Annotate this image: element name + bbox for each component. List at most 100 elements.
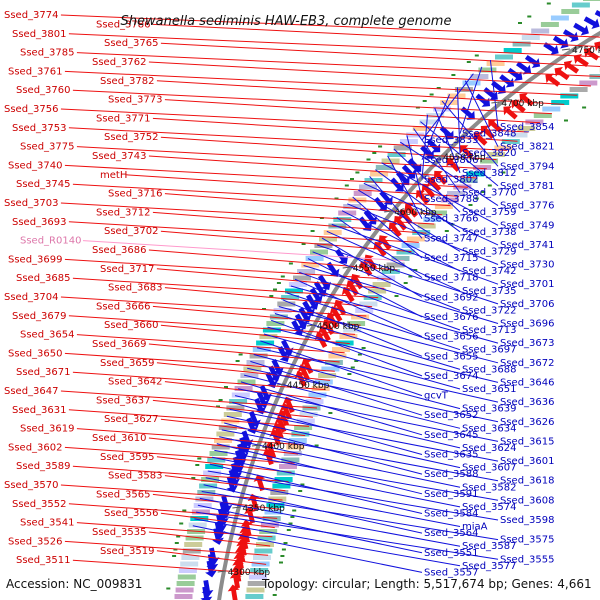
cog-block-outer: [347, 321, 366, 326]
leader-line: [64, 164, 469, 188]
reverse-gene-arrow: [291, 320, 304, 336]
gene-label: Ssed_3584: [424, 509, 479, 520]
gene-label: Ssed_3552: [12, 499, 67, 510]
cog-block-outer: [368, 288, 387, 294]
cog-block-inner: [240, 373, 259, 378]
reverse-gene-arrow: [516, 61, 532, 75]
leader-line: [76, 428, 302, 446]
leader-line: [406, 135, 423, 200]
cog-block-inner: [191, 509, 210, 515]
reverse-gene-arrow: [298, 307, 312, 323]
cog-block-inner: [269, 314, 288, 320]
gc-tick-inner: [273, 288, 277, 291]
gene-label: Ssed_3660: [104, 320, 159, 331]
label-layer: Ssed_3774 Ssed_3786 Ssed_3801 Ssed_3765 Ssed…: [4, 10, 555, 578]
gene-label: Ssed_3729: [462, 246, 517, 257]
cog-block-outer: [551, 100, 570, 105]
gene-label: Ssed_3685: [16, 273, 71, 284]
leader-line: [205, 477, 461, 527]
gene-label: Ssed_3848: [462, 129, 517, 140]
forward-gene-arrow: [346, 280, 359, 296]
leader-line: [64, 258, 391, 280]
leader-line: [226, 415, 461, 469]
leader-line: [156, 268, 385, 289]
reverse-gene-arrow: [507, 67, 523, 81]
cog-block-inner: [193, 503, 212, 508]
gene-label: Ssed_3636: [500, 397, 555, 408]
leader-line: [347, 203, 499, 265]
gene-label: Ssed_3770: [462, 188, 517, 199]
cog-block-inner: [301, 262, 320, 268]
reverse-gene-arrow: [543, 42, 559, 55]
reverse-gene-arrow: [205, 560, 217, 578]
gene-label: Ssed_3591: [424, 489, 479, 500]
gene-label: Ssed_3589: [16, 461, 71, 472]
gene-label: Ssed_3738: [462, 227, 517, 238]
gene-label: Ssed_3601: [500, 456, 555, 467]
leader-line: [441, 100, 499, 167]
gene-label: Ssed_3740: [8, 160, 63, 171]
gene-label: Ssed_3704: [4, 292, 59, 303]
cog-block-inner: [214, 438, 232, 443]
cog-block-outer: [318, 373, 337, 378]
leader-line: [156, 550, 267, 565]
gc-tick-inner: [197, 457, 202, 460]
reverse-gene-arrow: [401, 164, 416, 179]
kbp-label: 4750 kbp: [572, 46, 600, 56]
reverse-gene-arrow: [317, 274, 331, 291]
cog-block-inner: [521, 35, 540, 40]
gene-label: Ssed_3619: [20, 424, 75, 435]
gene-label: Ssed_3756: [4, 104, 59, 115]
gene-label: Ssed_3654: [20, 330, 75, 341]
leader-line: [68, 33, 600, 58]
gc-tick-outer: [298, 490, 303, 492]
gene-label: Ssed_3854: [500, 122, 555, 133]
kbp-label: 4500 kbp: [317, 322, 360, 332]
leader-line: [282, 299, 423, 357]
gene-label: Ssed_3776: [500, 201, 555, 212]
cog-block-outer: [291, 431, 310, 437]
gene-label: Ssed_3659: [100, 358, 155, 369]
gene-label: Ssed_3692: [424, 292, 479, 303]
cog-block-inner: [229, 399, 248, 404]
gene-label: Ssed_3788: [424, 194, 479, 205]
gene-label: gcvT: [424, 391, 449, 402]
cog-block-inner: [176, 581, 195, 586]
cog-block-outer: [429, 210, 447, 216]
forward-gene-arrow: [503, 106, 518, 120]
gc-tick-outer: [408, 275, 413, 278]
cog-block-inner: [218, 425, 237, 430]
leader-line: [76, 52, 600, 78]
cog-block-inner: [180, 561, 199, 567]
cog-block-inner: [205, 464, 224, 469]
reverse-gene-arrow: [573, 22, 589, 36]
cog-block-inner: [495, 54, 513, 60]
leader-line: [68, 127, 507, 151]
cog-block-outer: [434, 204, 453, 209]
leader-line: [126, 174, 460, 197]
leader-line: [341, 210, 461, 272]
reverse-gene-arrow: [499, 74, 515, 88]
gc-tick-inner: [235, 360, 240, 362]
gc-tick-outer: [403, 282, 408, 284]
gc-tick-inner: [310, 230, 315, 232]
leader-line: [72, 183, 451, 207]
leader-line: [303, 265, 499, 324]
cog-block-outer: [274, 477, 293, 482]
leader-line: [369, 176, 423, 239]
gene-label: Ssed_3645: [424, 430, 479, 441]
cog-block-outer: [250, 568, 269, 573]
gene-label: Ssed_3749: [500, 220, 555, 231]
leader-line: [203, 484, 423, 534]
gc-tick-outer: [474, 197, 479, 200]
gene-label: Ssed_3722: [462, 305, 517, 316]
cog-block-inner: [550, 15, 569, 21]
gene-label: Ssed_3761: [8, 66, 63, 77]
gene-label: Ssed_3785: [20, 48, 75, 59]
cog-block-outer: [299, 412, 318, 417]
leader-line: [148, 531, 271, 547]
cog-block-outer: [324, 360, 343, 365]
cog-block-inner: [281, 295, 300, 300]
cog-block-outer: [294, 425, 313, 430]
gene-label: Ssed_3671: [16, 367, 71, 378]
